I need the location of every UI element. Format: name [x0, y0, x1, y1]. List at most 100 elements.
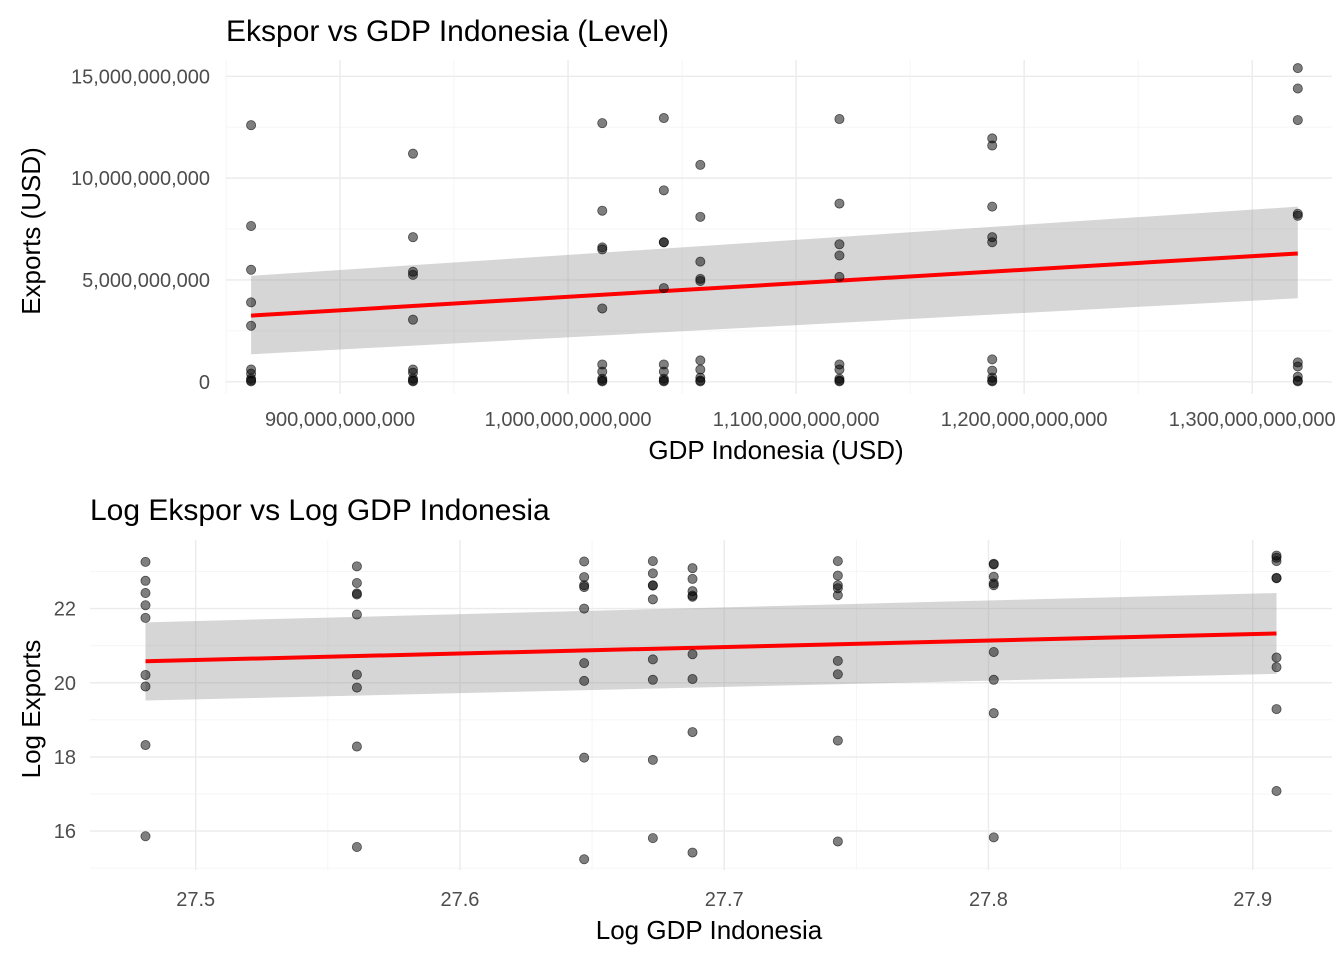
scatter-point	[246, 297, 257, 308]
scatter-point	[597, 244, 608, 255]
scatter-point	[687, 674, 698, 685]
regression-line	[250, 251, 1298, 318]
scatter-point	[351, 669, 362, 680]
scatter-point	[407, 269, 418, 280]
scatter-point	[1292, 210, 1303, 221]
scatter-point	[140, 588, 151, 599]
x-tick-label: 27.9	[1233, 889, 1272, 911]
scatter-point	[834, 250, 845, 261]
scatter-point	[1292, 83, 1303, 94]
x-tick-label: 1,200,000,000,000	[941, 409, 1108, 431]
scatter-point	[407, 232, 418, 243]
y-tick-label: 10,000,000,000	[71, 168, 210, 190]
y-tick-labels: 0 5,000,000,000 10,000,000,000 15,000,000,0…	[71, 66, 210, 393]
scatter-point	[988, 646, 999, 657]
y-tick-label: 0	[199, 372, 210, 394]
scatter-point	[246, 220, 257, 231]
scatter-point	[832, 836, 843, 847]
scatter-point	[832, 669, 843, 680]
scatter-point	[246, 264, 257, 275]
scatter-point	[647, 556, 658, 567]
scatter-point	[246, 320, 257, 331]
scatter-point	[832, 590, 843, 601]
level-scatter-panel: Ekspor vs GDP Indonesia (Level) 900,000,…	[16, 15, 1336, 465]
scatter-point	[687, 591, 698, 602]
confidence-band	[251, 206, 1298, 355]
scatter-point	[987, 140, 998, 151]
x-tick-label: 1,000,000,000,000	[485, 409, 652, 431]
scatter-point	[1292, 63, 1303, 74]
x-tick-labels: 900,000,000,000 1,000,000,000,000 1,100,00…	[265, 409, 1336, 431]
scatter-point	[579, 854, 590, 865]
y-axis-title: Exports (USD)	[16, 147, 46, 315]
scatter-point	[579, 658, 590, 669]
scatter-point	[1271, 652, 1282, 663]
scatter-point	[246, 120, 257, 131]
scatter-point	[579, 603, 590, 614]
scatter-point	[695, 211, 706, 222]
scatter-point	[687, 649, 698, 660]
scatter-point	[579, 675, 590, 686]
scatter-point	[140, 831, 151, 842]
x-tick-label: 27.8	[969, 889, 1008, 911]
x-tick-label: 900,000,000,000	[265, 409, 415, 431]
scatter-point	[834, 239, 845, 250]
y-tick-label: 18	[54, 747, 76, 769]
scatter-point	[987, 201, 998, 212]
regression-line	[145, 631, 1277, 664]
gridlines	[90, 540, 1332, 870]
scatter-point	[246, 376, 257, 387]
x-tick-label: 27.6	[440, 889, 479, 911]
scatter-point	[1292, 115, 1303, 126]
scatter-point	[647, 674, 658, 685]
scatter-point	[1292, 361, 1303, 372]
scatter-point	[351, 578, 362, 589]
log-scatter-panel: Log Ekspor vs Log GDP Indonesia 27.5 27.6…	[16, 494, 1332, 945]
x-axis-title: GDP Indonesia (USD)	[648, 435, 903, 465]
x-axis-title: Log GDP Indonesia	[596, 915, 823, 945]
scatter-point	[658, 237, 669, 248]
scatter-point	[597, 118, 608, 129]
scatter-point	[351, 682, 362, 693]
scatter-point	[579, 556, 590, 567]
y-tick-label: 15,000,000,000	[71, 66, 210, 88]
scatter-point	[647, 594, 658, 605]
scatter-point	[579, 582, 590, 593]
y-tick-label: 22	[54, 599, 76, 621]
scatter-point	[140, 600, 151, 611]
scatter-point	[695, 256, 706, 267]
scatter-point	[1271, 556, 1282, 567]
scatter-point	[687, 847, 698, 858]
scatter-point	[987, 376, 998, 387]
scatter-point	[579, 752, 590, 763]
scatter-point	[988, 708, 999, 719]
scatter-point	[407, 148, 418, 159]
scatter-point	[834, 271, 845, 282]
data-points	[246, 63, 1303, 387]
scatter-point	[140, 556, 151, 567]
scatter-point	[1271, 662, 1282, 673]
x-tick-label: 1,300,000,000,000	[1169, 409, 1336, 431]
scatter-point	[351, 842, 362, 853]
scatter-point	[695, 275, 706, 286]
scatter-point	[988, 832, 999, 843]
scatter-point	[140, 681, 151, 692]
scatter-point	[407, 314, 418, 325]
scatter-point	[1292, 376, 1303, 387]
x-tick-label: 27.5	[176, 889, 215, 911]
scatter-point	[832, 570, 843, 581]
scatter-point	[834, 376, 845, 387]
scatter-point	[832, 735, 843, 746]
scatter-point	[695, 376, 706, 387]
x-tick-label: 27.7	[705, 889, 744, 911]
scatter-point	[647, 754, 658, 765]
scatter-point	[597, 303, 608, 314]
scatter-point	[1271, 573, 1282, 584]
scatter-point	[351, 561, 362, 572]
scatter-point	[597, 376, 608, 387]
scatter-point	[687, 727, 698, 738]
scatter-point	[351, 589, 362, 600]
data-points	[140, 550, 1282, 865]
scatter-point	[647, 654, 658, 665]
